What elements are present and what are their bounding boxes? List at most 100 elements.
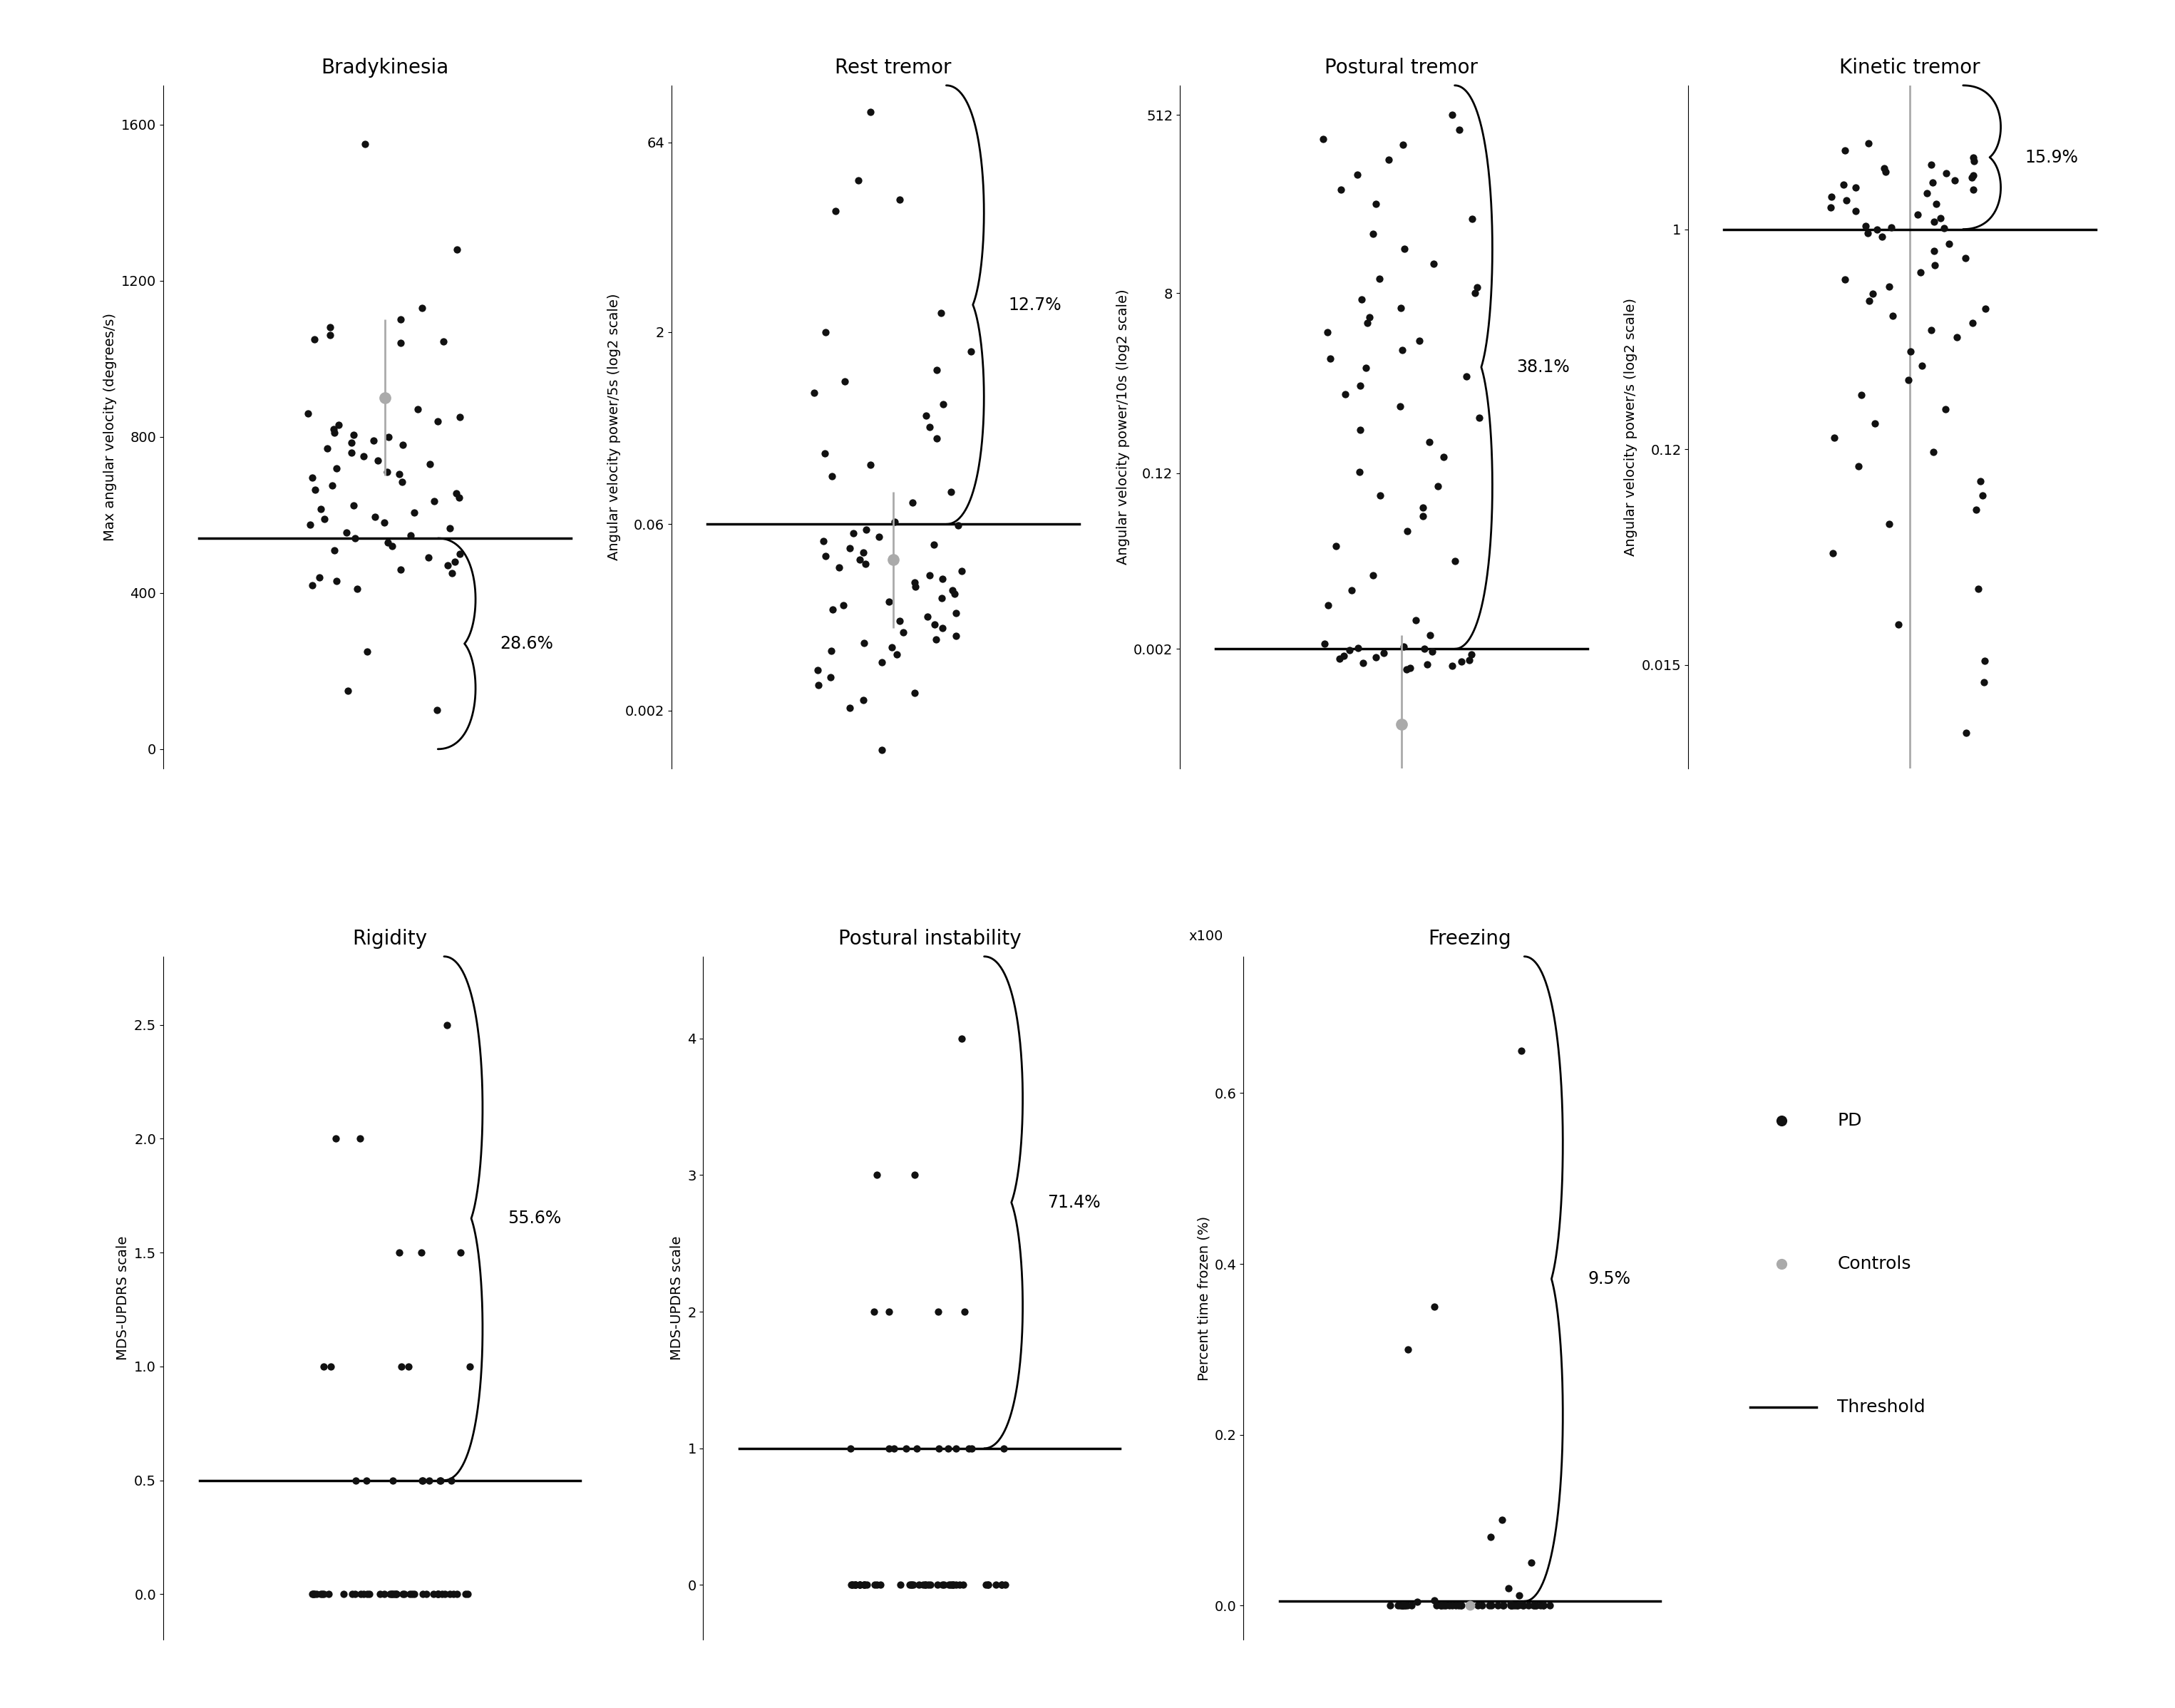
Point xyxy=(337,524,372,552)
Point xyxy=(1457,280,1492,307)
Point xyxy=(911,413,946,441)
Point xyxy=(898,1435,933,1462)
Point xyxy=(1342,458,1377,485)
Point xyxy=(304,1580,339,1607)
Point xyxy=(859,1571,894,1599)
Point xyxy=(1438,1592,1472,1619)
Point xyxy=(1955,162,1990,190)
Point xyxy=(948,1298,983,1325)
Point xyxy=(435,1580,470,1607)
Point xyxy=(1512,1592,1546,1619)
Point xyxy=(385,468,420,495)
Title: Postural instability: Postural instability xyxy=(837,929,1022,950)
Point xyxy=(1381,1592,1416,1619)
Point xyxy=(344,1580,378,1607)
Point xyxy=(1864,222,1899,249)
Point xyxy=(350,1467,385,1494)
Y-axis label: Percent time frozen (%): Percent time frozen (%) xyxy=(1196,1216,1211,1380)
Point xyxy=(335,1580,370,1607)
Point xyxy=(346,1580,381,1607)
Point xyxy=(909,603,944,630)
Point xyxy=(370,458,405,485)
Point xyxy=(1814,195,1849,222)
Point xyxy=(1342,417,1377,444)
Point xyxy=(1444,647,1479,675)
Title: Rest tremor: Rest tremor xyxy=(835,58,950,79)
Point xyxy=(946,1571,981,1599)
Point xyxy=(374,1580,409,1607)
Point xyxy=(1453,647,1488,675)
Point xyxy=(1436,101,1470,128)
Point xyxy=(439,480,474,507)
Point xyxy=(433,514,468,541)
Point xyxy=(1927,395,1962,422)
Point xyxy=(931,1571,966,1599)
Point xyxy=(381,1238,415,1266)
Point xyxy=(426,328,461,355)
Point xyxy=(1518,1592,1553,1619)
Point xyxy=(405,1580,439,1607)
Point xyxy=(968,1571,1003,1599)
Point xyxy=(361,446,396,473)
Point xyxy=(1385,336,1420,364)
Point xyxy=(302,495,337,523)
Point xyxy=(1425,1592,1459,1619)
Point xyxy=(376,1580,411,1607)
Point xyxy=(1442,1592,1477,1619)
Point xyxy=(1305,125,1340,152)
Point xyxy=(1949,244,1984,272)
Point xyxy=(903,1571,937,1599)
Point xyxy=(872,1298,907,1325)
Point xyxy=(405,1467,439,1494)
Point xyxy=(1312,345,1346,372)
Point xyxy=(1436,652,1470,680)
Point xyxy=(1385,1592,1420,1619)
Point xyxy=(937,581,972,608)
Point xyxy=(383,330,418,357)
Point xyxy=(318,536,352,564)
Point xyxy=(883,186,918,214)
Point xyxy=(1355,562,1390,589)
Point xyxy=(1486,1592,1520,1619)
Point xyxy=(1390,1336,1425,1363)
Point xyxy=(1827,137,1862,164)
Point xyxy=(331,676,365,704)
Point xyxy=(861,523,896,550)
Point xyxy=(1429,1592,1464,1619)
Point xyxy=(357,504,391,531)
Title: Postural tremor: Postural tremor xyxy=(1325,58,1479,79)
Point xyxy=(935,1571,970,1599)
Y-axis label: MDS-UPDRS scale: MDS-UPDRS scale xyxy=(117,1237,130,1360)
Point xyxy=(318,1126,352,1153)
Y-axis label: Max angular velocity (degrees/s): Max angular velocity (degrees/s) xyxy=(104,313,117,541)
Point xyxy=(318,418,352,446)
Point xyxy=(931,1435,966,1462)
Point xyxy=(448,1580,483,1607)
Point xyxy=(1881,611,1916,639)
Point xyxy=(846,1571,881,1599)
Point xyxy=(385,430,420,458)
Text: PD: PD xyxy=(1838,1112,1862,1129)
Point xyxy=(435,560,470,588)
Text: Threshold: Threshold xyxy=(1838,1399,1925,1416)
Point xyxy=(378,1580,413,1607)
Point xyxy=(813,637,848,664)
Point xyxy=(1873,511,1907,538)
Title: Bradykinesia: Bradykinesia xyxy=(320,58,448,79)
Point xyxy=(1385,1592,1420,1619)
Point xyxy=(896,1571,931,1599)
Point xyxy=(909,401,944,429)
Point xyxy=(1966,668,2001,695)
Point xyxy=(341,1126,376,1153)
Point xyxy=(942,512,977,540)
Point xyxy=(1420,473,1455,500)
Point xyxy=(309,436,344,463)
Point xyxy=(1416,1293,1451,1320)
Point xyxy=(1422,1592,1457,1619)
Point xyxy=(846,630,881,658)
Point xyxy=(924,615,959,642)
Point xyxy=(898,572,933,600)
Point xyxy=(1901,202,1936,229)
Point xyxy=(437,548,472,576)
Point xyxy=(1414,637,1449,664)
